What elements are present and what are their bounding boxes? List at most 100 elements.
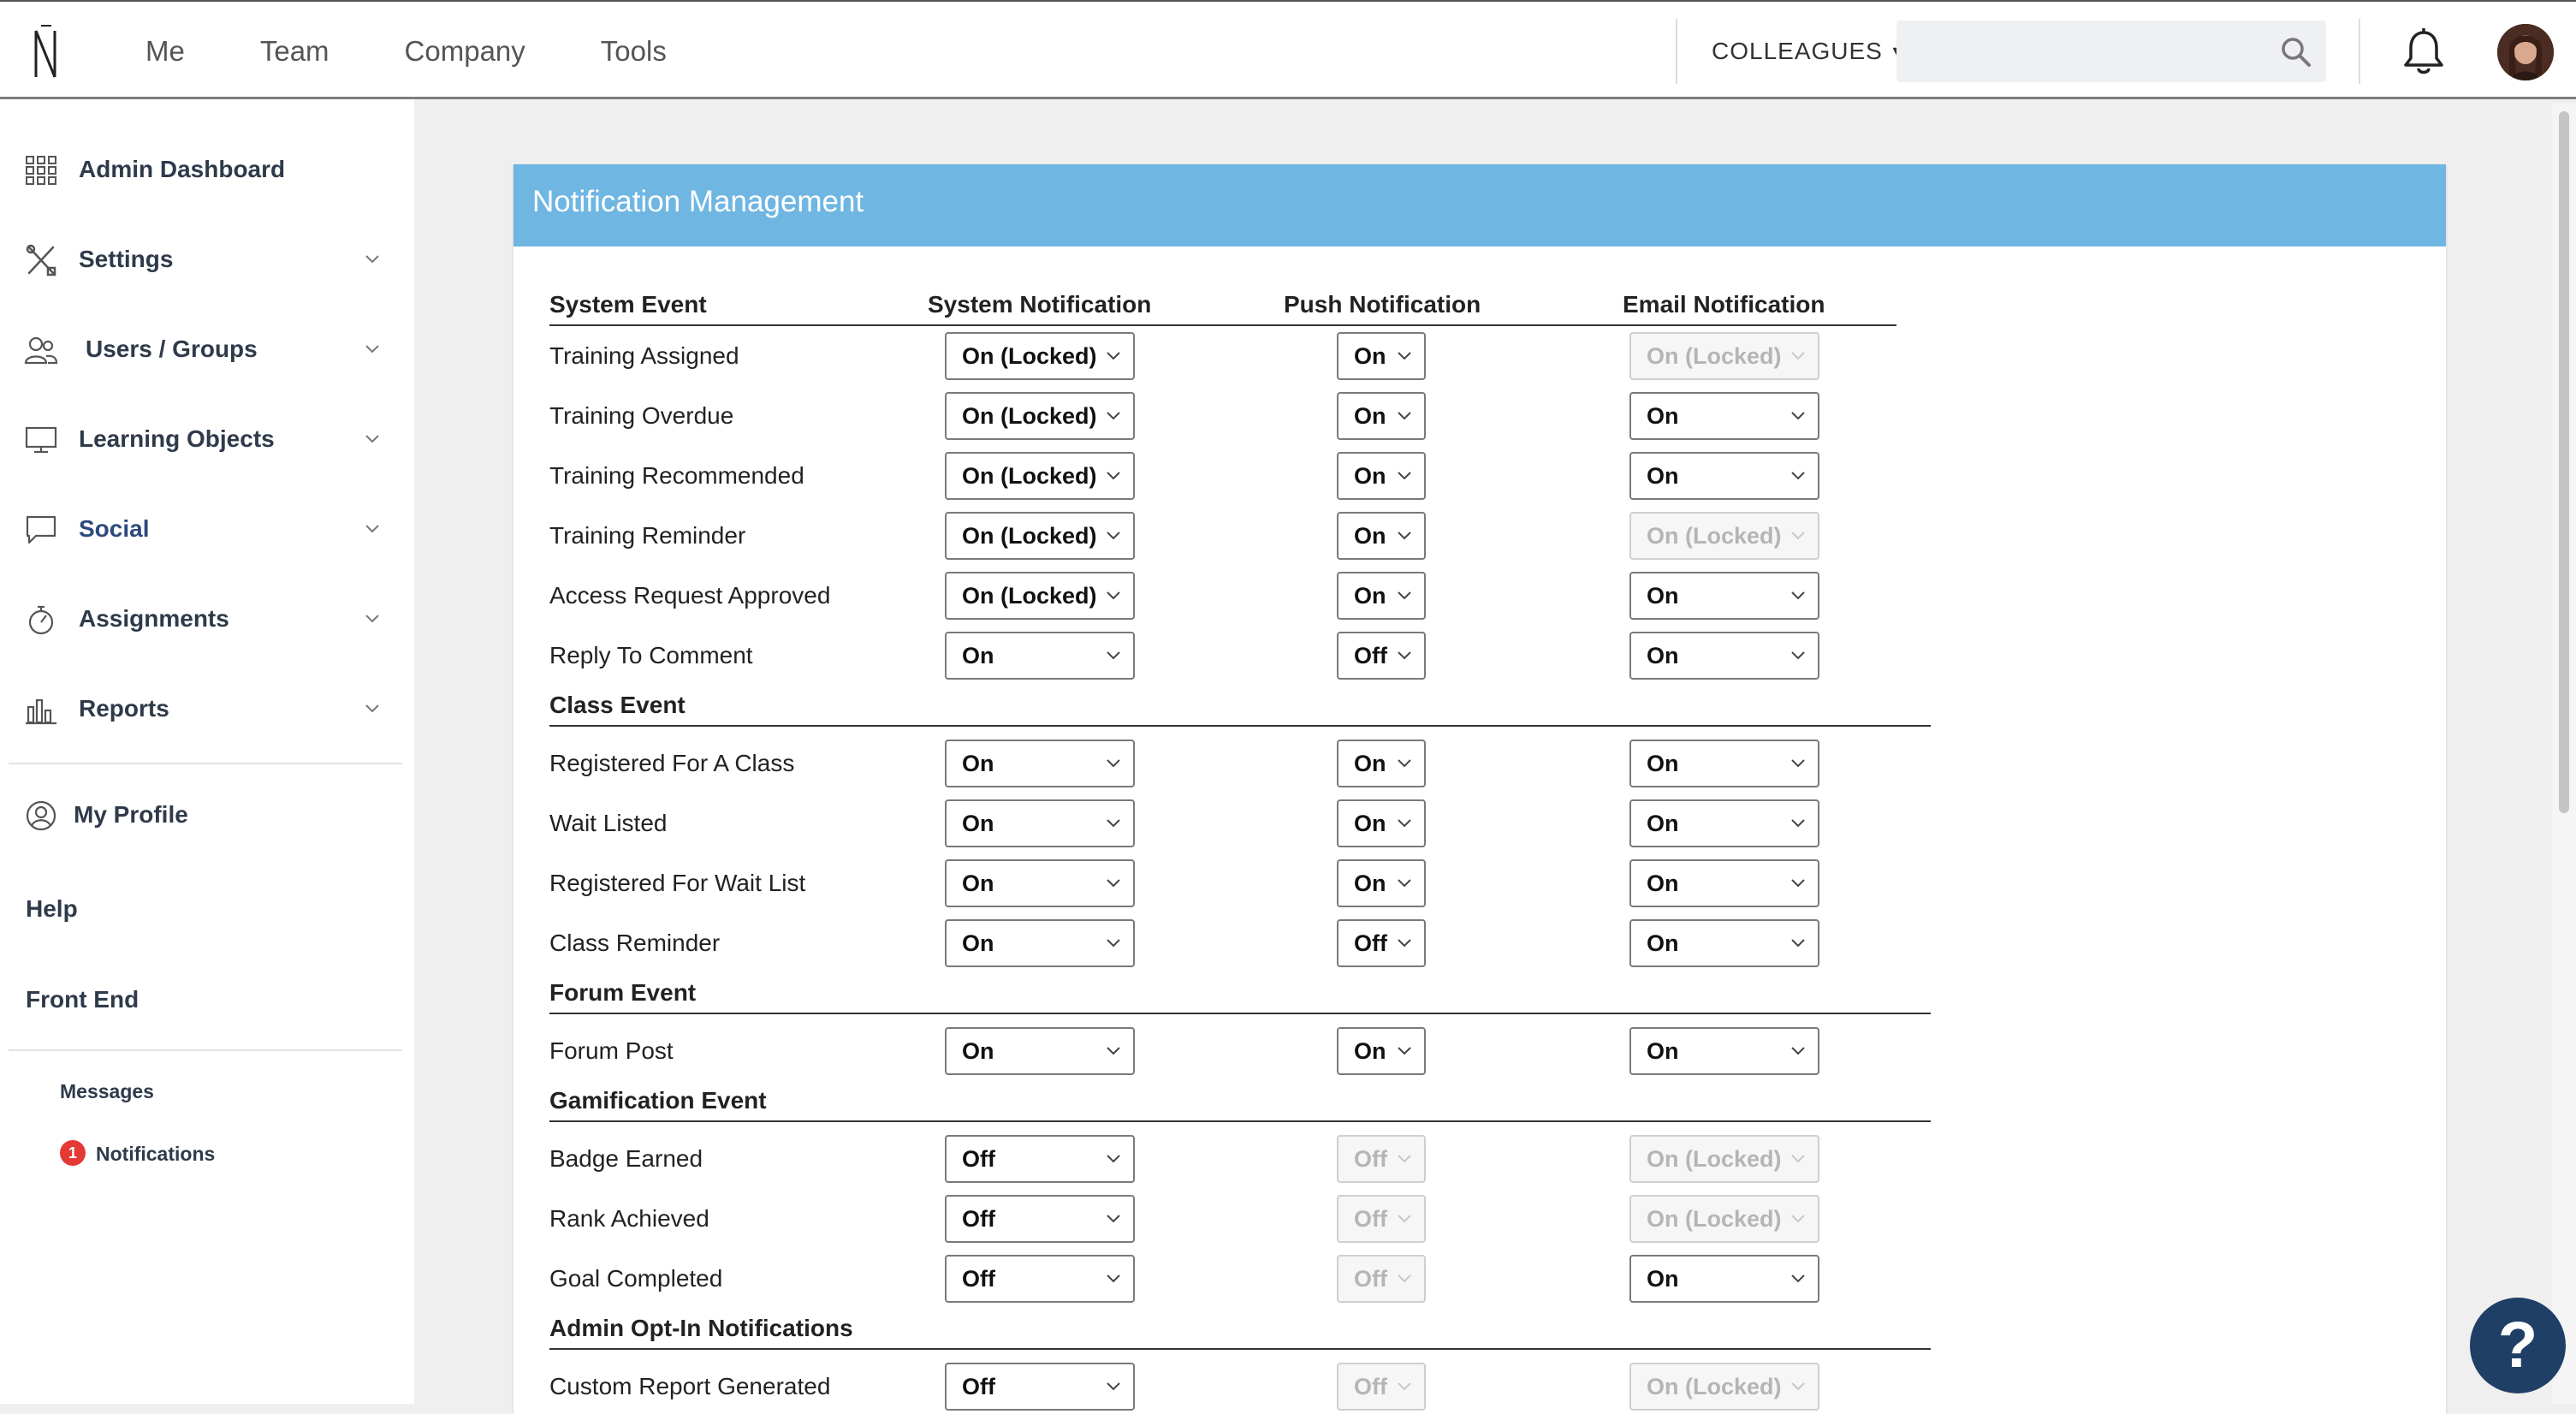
search-icon[interactable] xyxy=(2280,36,2312,68)
email-notification-select[interactable]: On xyxy=(1629,1027,1819,1075)
push-notification-select[interactable]: On xyxy=(1337,740,1426,787)
chevron-down-icon xyxy=(1791,412,1805,420)
column-header-system-notification: System Notification xyxy=(928,291,1152,318)
chevron-down-icon xyxy=(1398,651,1411,660)
system-notification-select[interactable]: On xyxy=(945,740,1135,787)
sidebar-item-messages[interactable]: Messages xyxy=(60,1080,154,1102)
chevron-down-icon xyxy=(1398,591,1411,600)
push-notification-select[interactable]: On xyxy=(1337,1027,1426,1075)
sidebar-item-notifications[interactable]: Notifications xyxy=(96,1143,216,1165)
chevron-down-icon xyxy=(1791,1155,1805,1163)
email-notification-select[interactable]: On xyxy=(1629,859,1819,907)
system-notification-select[interactable]: Off xyxy=(945,1255,1135,1303)
system-notification-select[interactable]: On (Locked) xyxy=(945,392,1135,440)
email-notification-select[interactable]: On xyxy=(1629,919,1819,967)
avatar[interactable] xyxy=(2497,24,2554,80)
push-notification-select[interactable]: On xyxy=(1337,452,1426,500)
select-value: Off xyxy=(1354,1374,1387,1399)
section-header: Gamification Event xyxy=(549,1087,767,1114)
users-icon xyxy=(24,336,58,365)
event-label: Training Reminder xyxy=(549,522,746,549)
sidebar-item-help[interactable]: Help xyxy=(26,895,78,922)
system-notification-select[interactable]: On xyxy=(945,632,1135,680)
select-value: Off xyxy=(1354,1266,1387,1292)
search-box xyxy=(1896,21,2326,82)
chevron-down-icon xyxy=(1398,1274,1411,1283)
sidebar-item-my-profile[interactable]: My Profile xyxy=(0,781,402,849)
sidebar-item-admin-dashboard[interactable]: Admin Dashboard xyxy=(0,135,402,204)
event-label: Registered For A Class xyxy=(549,750,795,776)
app-logo-icon[interactable] xyxy=(29,24,63,84)
system-notification-select[interactable]: On xyxy=(945,859,1135,907)
chevron-down-icon xyxy=(365,435,379,443)
chevron-down-icon xyxy=(1398,412,1411,420)
push-notification-select[interactable]: On xyxy=(1337,799,1426,847)
header-rule xyxy=(549,324,1896,326)
nav-company[interactable]: Company xyxy=(404,35,525,67)
sidebar-item-settings[interactable]: Settings xyxy=(0,225,402,294)
system-notification-select[interactable]: On xyxy=(945,1027,1135,1075)
card-header: Notification Management xyxy=(513,164,2446,247)
chevron-down-icon xyxy=(1107,651,1120,660)
bell-icon[interactable] xyxy=(2401,27,2446,77)
push-notification-select[interactable]: On xyxy=(1337,392,1426,440)
email-notification-select[interactable]: On xyxy=(1629,572,1819,620)
system-notification-select[interactable]: On xyxy=(945,799,1135,847)
email-notification-select[interactable]: On xyxy=(1629,452,1819,500)
select-value: Off xyxy=(1354,643,1387,668)
system-notification-select[interactable]: Off xyxy=(945,1135,1135,1183)
nav-team[interactable]: Team xyxy=(259,35,329,67)
chevron-down-icon xyxy=(365,345,379,354)
email-notification-select: On (Locked) xyxy=(1629,1195,1819,1243)
sidebar-item-users-groups[interactable]: Users / Groups xyxy=(0,315,402,383)
nav-me[interactable]: Me xyxy=(145,35,185,67)
push-notification-select[interactable]: Off xyxy=(1337,632,1426,680)
select-value: On xyxy=(962,751,994,776)
system-notification-select[interactable]: Off xyxy=(945,1195,1135,1243)
column-header-system-event: System Event xyxy=(549,291,707,318)
colleagues-dropdown[interactable]: COLLEAGUES ▼ xyxy=(1712,2,1906,101)
sidebar-item-reports[interactable]: Reports xyxy=(0,674,402,743)
email-notification-select[interactable]: On xyxy=(1629,799,1819,847)
column-header-email-notification: Email Notification xyxy=(1623,291,1825,318)
search-input[interactable] xyxy=(1896,21,2264,82)
select-value: On xyxy=(1354,811,1386,836)
select-value: On xyxy=(1647,930,1679,956)
email-notification-select[interactable]: On xyxy=(1629,740,1819,787)
push-notification-select[interactable]: On xyxy=(1337,572,1426,620)
page-title: Notification Management xyxy=(532,185,864,218)
system-notification-select[interactable]: Off xyxy=(945,1363,1135,1411)
sidebar-item-social[interactable]: Social xyxy=(0,495,402,563)
system-notification-select[interactable]: On (Locked) xyxy=(945,452,1135,500)
select-value: On xyxy=(1647,751,1679,776)
select-value: Off xyxy=(962,1374,995,1399)
main-nav: Me Team Company Tools xyxy=(111,2,708,101)
email-notification-select[interactable]: On xyxy=(1629,392,1819,440)
nav-tools[interactable]: Tools xyxy=(600,35,667,67)
system-notification-select[interactable]: On (Locked) xyxy=(945,572,1135,620)
sidebar: Admin Dashboard Settings Users / Groups xyxy=(0,99,414,1404)
sidebar-item-assignments[interactable]: Assignments xyxy=(0,585,402,653)
page-scrollbar[interactable] xyxy=(2552,103,2576,1404)
sidebar-item-front-end[interactable]: Front End xyxy=(26,986,139,1013)
select-value: On (Locked) xyxy=(1647,523,1782,549)
system-notification-select[interactable]: On (Locked) xyxy=(945,512,1135,560)
sidebar-item-learning-objects[interactable]: Learning Objects xyxy=(0,405,402,473)
email-notification-select[interactable]: On xyxy=(1629,632,1819,680)
scroll-thumb[interactable] xyxy=(2559,111,2569,813)
grid-icon xyxy=(26,156,56,185)
help-button[interactable]: ? xyxy=(2470,1298,2566,1393)
event-label: Forum Post xyxy=(549,1037,674,1064)
email-notification-select[interactable]: On xyxy=(1629,1255,1819,1303)
push-notification-select[interactable]: Off xyxy=(1337,919,1426,967)
push-notification-select[interactable]: On xyxy=(1337,859,1426,907)
stopwatch-icon xyxy=(28,605,54,635)
select-value: Off xyxy=(962,1266,995,1292)
avatar-image xyxy=(2497,24,2554,80)
push-notification-select[interactable]: On xyxy=(1337,512,1426,560)
system-notification-select[interactable]: On (Locked) xyxy=(945,332,1135,380)
system-notification-select[interactable]: On xyxy=(945,919,1135,967)
section-header: Admin Opt-In Notifications xyxy=(549,1315,853,1341)
push-notification-select[interactable]: On xyxy=(1337,332,1426,380)
top-bar: Me Team Company Tools COLLEAGUES ▼ xyxy=(0,0,2576,99)
